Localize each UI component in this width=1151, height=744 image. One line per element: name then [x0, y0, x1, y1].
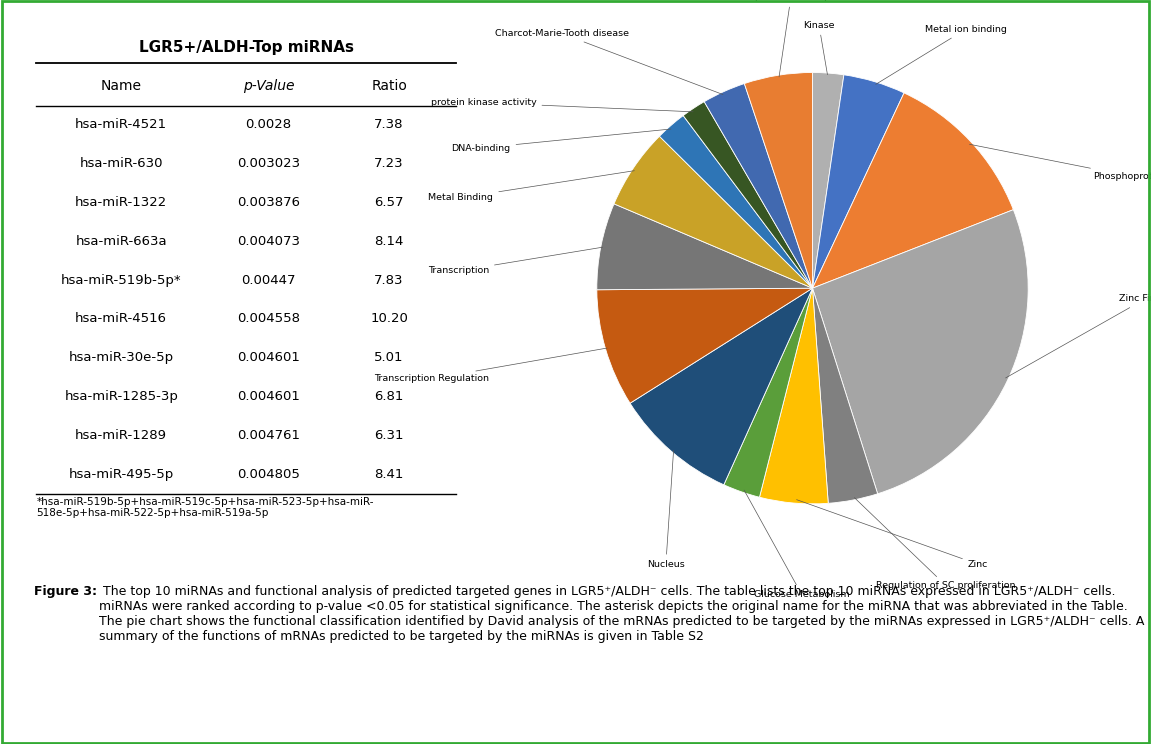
- Text: 7.83: 7.83: [374, 274, 404, 286]
- Wedge shape: [684, 102, 813, 288]
- Text: DNA-binding: DNA-binding: [451, 129, 671, 153]
- Wedge shape: [760, 288, 829, 504]
- Text: 0.004073: 0.004073: [237, 235, 300, 248]
- Wedge shape: [724, 288, 813, 497]
- Text: Zinc Finger: Zinc Finger: [1006, 295, 1151, 378]
- Text: Ratio: Ratio: [371, 79, 407, 93]
- Wedge shape: [630, 288, 813, 485]
- Text: 10.20: 10.20: [371, 312, 409, 325]
- Wedge shape: [813, 210, 1028, 494]
- Text: p-Value: p-Value: [243, 79, 295, 93]
- Wedge shape: [813, 93, 1013, 288]
- Wedge shape: [704, 83, 813, 288]
- Text: 8.41: 8.41: [374, 468, 404, 481]
- Text: hsa-miR-630: hsa-miR-630: [79, 157, 163, 170]
- Text: Transcription: Transcription: [428, 247, 602, 275]
- Text: 0.004805: 0.004805: [237, 468, 300, 481]
- Wedge shape: [597, 288, 813, 403]
- Text: 0.004558: 0.004558: [237, 312, 300, 325]
- Text: hsa-miR-1322: hsa-miR-1322: [75, 196, 167, 209]
- Text: 0.003023: 0.003023: [237, 157, 300, 170]
- Text: Charcot-Marie-Tooth disease: Charcot-Marie-Tooth disease: [495, 29, 723, 94]
- Wedge shape: [813, 75, 904, 288]
- Text: Figure 3:: Figure 3:: [35, 585, 97, 597]
- Text: Metal ion binding: Metal ion binding: [876, 25, 1006, 84]
- Wedge shape: [813, 72, 844, 288]
- Text: hsa-miR-495-5p: hsa-miR-495-5p: [69, 468, 174, 481]
- Text: 7.38: 7.38: [374, 118, 404, 132]
- Text: 7.23: 7.23: [374, 157, 404, 170]
- Wedge shape: [745, 72, 813, 288]
- Wedge shape: [813, 288, 878, 503]
- Text: Regulation of SC proliferation: Regulation of SC proliferation: [854, 498, 1016, 590]
- Text: 0.004601: 0.004601: [237, 351, 300, 365]
- Text: Zinc: Zinc: [796, 500, 989, 568]
- Text: 0.004761: 0.004761: [237, 429, 300, 442]
- Wedge shape: [597, 204, 813, 289]
- Text: 6.81: 6.81: [374, 390, 404, 403]
- Text: The top 10 miRNAs and functional analysis of predicted targeted genes in LGR5⁺/A: The top 10 miRNAs and functional analysi…: [99, 585, 1144, 643]
- Text: 6.31: 6.31: [374, 429, 404, 442]
- Text: *hsa-miR-519b-5p+hsa-miR-519c-5p+hsa-miR-523-5p+hsa-miR-
518e-5p+hsa-miR-522-5p+: *hsa-miR-519b-5p+hsa-miR-519c-5p+hsa-miR…: [37, 497, 374, 519]
- Text: 5.01: 5.01: [374, 351, 404, 365]
- Wedge shape: [660, 115, 813, 288]
- Text: 0.00447: 0.00447: [242, 274, 296, 286]
- Text: 6.57: 6.57: [374, 196, 404, 209]
- Text: 8.14: 8.14: [374, 235, 404, 248]
- Text: hsa-miR-663a: hsa-miR-663a: [76, 235, 167, 248]
- Text: hsa-miR-519b-5p*: hsa-miR-519b-5p*: [61, 274, 182, 286]
- Text: hsa-miR-4516: hsa-miR-4516: [75, 312, 167, 325]
- Text: 0.003876: 0.003876: [237, 196, 300, 209]
- Text: Transcription Regulation: Transcription Regulation: [374, 348, 607, 383]
- Text: Glucose Metabolism: Glucose Metabolism: [745, 490, 849, 599]
- Text: hsa-miR-4521: hsa-miR-4521: [75, 118, 167, 132]
- Text: protein binding: protein binding: [755, 0, 826, 77]
- Text: protein kinase activity: protein kinase activity: [430, 98, 693, 112]
- Text: 0.0028: 0.0028: [245, 118, 291, 132]
- Text: Nucleus: Nucleus: [647, 450, 685, 568]
- Text: hsa-miR-30e-5p: hsa-miR-30e-5p: [69, 351, 174, 365]
- Text: Phosphoprotein: Phosphoprotein: [969, 144, 1151, 181]
- Text: Kinase: Kinase: [803, 21, 834, 74]
- Text: hsa-miR-1285-3p: hsa-miR-1285-3p: [64, 390, 178, 403]
- Text: hsa-miR-1289: hsa-miR-1289: [75, 429, 167, 442]
- Wedge shape: [613, 136, 813, 288]
- Text: LGR5+/ALDH-Top miRNAs: LGR5+/ALDH-Top miRNAs: [139, 40, 353, 55]
- Text: Name: Name: [101, 79, 142, 93]
- Text: Metal Binding: Metal Binding: [428, 170, 634, 202]
- Text: 0.004601: 0.004601: [237, 390, 300, 403]
